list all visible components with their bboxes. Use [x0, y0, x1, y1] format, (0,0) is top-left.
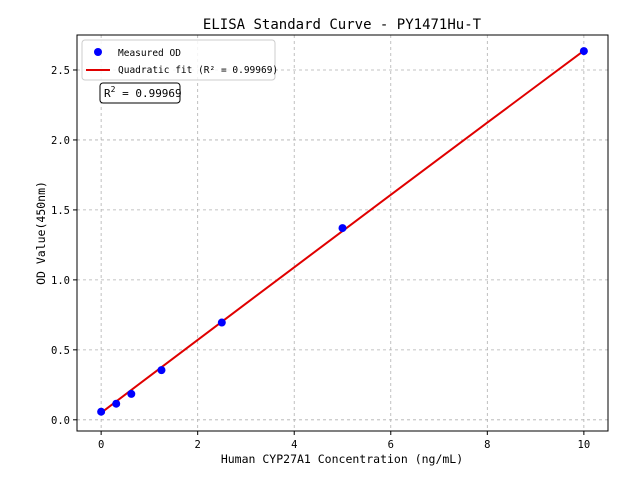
y-tick-label: 2.0: [51, 135, 70, 147]
plot-frame: [76, 34, 609, 432]
legend-scatter-marker: [94, 48, 102, 56]
plot-series: [97, 47, 588, 416]
data-point: [157, 366, 166, 375]
x-tick-label: 0: [98, 439, 104, 451]
annotation-r-exponent: 2: [111, 85, 116, 94]
annotation-text: R2 = 0.99969: [104, 85, 182, 100]
data-point: [217, 318, 226, 327]
x-axis-label: Human CYP27A1 Concentration (ng/mL): [221, 452, 463, 466]
y-tick-label: 0.0: [51, 415, 70, 427]
y-tick-label: 2.5: [51, 65, 70, 77]
chart-title: ELISA Standard Curve - PY1471Hu-T: [203, 17, 482, 33]
legend-box: [81, 39, 276, 81]
data-point: [127, 389, 136, 398]
legend-label-measured: Measured OD: [118, 48, 181, 59]
r-squared-annotation: R2 = 0.99969: [99, 82, 182, 104]
x-tick-label: 10: [578, 439, 591, 451]
y-tick-label: 1.5: [51, 205, 70, 217]
y-tick-label: 0.5: [51, 345, 70, 357]
y-tick-label: 1.0: [51, 275, 70, 287]
annotation-r: R: [104, 87, 111, 100]
x-tick-label: 4: [291, 439, 297, 451]
x-tick-label: 8: [484, 439, 490, 451]
annotation-box: [99, 82, 181, 104]
annotation-r-value: = 0.99969: [115, 87, 181, 100]
legend-label-fit: Quadratic fit (R² = 0.99969): [118, 65, 278, 76]
grid: [77, 35, 608, 431]
axis-ticks: 0 2 4 6 8 10 0.0 0.5 1.0 1.5 2.0 2.5: [51, 65, 590, 451]
legend: Measured OD Quadratic fit (R² = 0.99969): [81, 39, 278, 81]
data-point: [97, 407, 106, 416]
x-tick-label: 6: [388, 439, 394, 451]
data-point: [579, 47, 588, 56]
data-point: [112, 399, 121, 408]
data-point: [338, 224, 347, 233]
y-axis-label: OD Value(450nm): [34, 181, 48, 285]
x-tick-label: 2: [195, 439, 201, 451]
